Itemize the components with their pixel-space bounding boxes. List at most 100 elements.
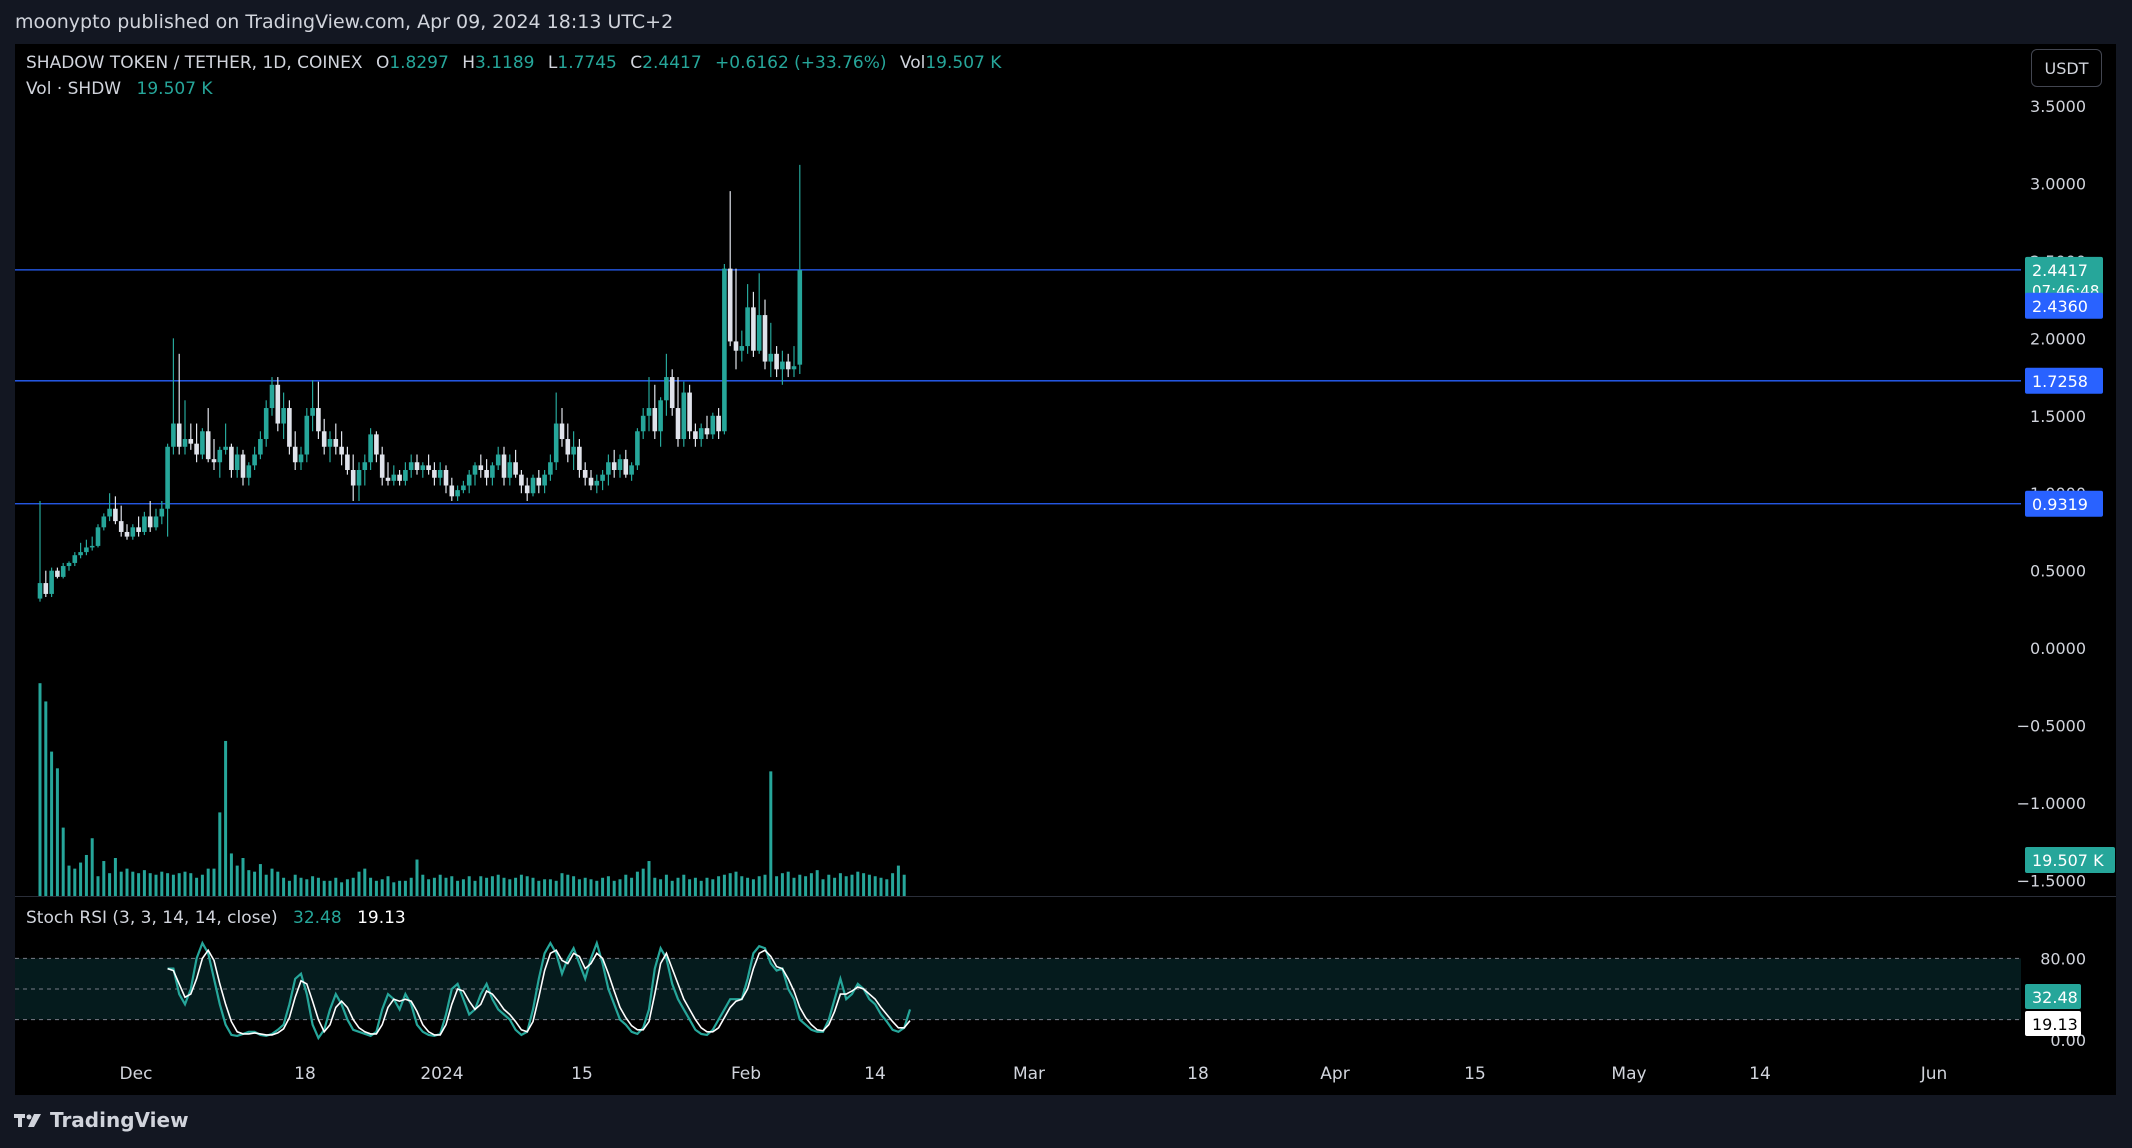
candle[interactable]: [130, 527, 136, 537]
candle[interactable]: [298, 454, 304, 463]
candle[interactable]: [95, 527, 101, 546]
candle[interactable]: [246, 465, 252, 478]
candle[interactable]: [432, 470, 437, 478]
candle[interactable]: [397, 474, 402, 481]
candle[interactable]: [229, 446, 234, 470]
candle[interactable]: [751, 307, 756, 351]
candle[interactable]: [240, 454, 246, 478]
candle[interactable]: [292, 446, 298, 463]
candle[interactable]: [536, 477, 542, 486]
currency-button[interactable]: USDT: [2031, 49, 2102, 87]
candle[interactable]: [362, 462, 368, 470]
candle[interactable]: [339, 446, 344, 455]
candle[interactable]: [205, 431, 211, 460]
candle[interactable]: [635, 431, 640, 466]
candle[interactable]: [414, 462, 420, 470]
candle[interactable]: [345, 454, 350, 470]
candle[interactable]: [710, 415, 716, 435]
candle[interactable]: [478, 465, 484, 470]
candle[interactable]: [72, 555, 78, 563]
candle[interactable]: [211, 459, 217, 463]
candle[interactable]: [594, 480, 600, 486]
candle[interactable]: [113, 508, 118, 522]
candle[interactable]: [669, 377, 675, 409]
candle[interactable]: [472, 465, 478, 475]
candle[interactable]: [118, 521, 124, 532]
candle[interactable]: [490, 465, 495, 478]
candle[interactable]: [461, 485, 466, 491]
candle[interactable]: [182, 439, 188, 447]
candle[interactable]: [275, 384, 281, 424]
candle[interactable]: [739, 346, 745, 351]
candle[interactable]: [78, 552, 83, 556]
candle[interactable]: [565, 439, 571, 455]
candle[interactable]: [443, 470, 449, 486]
candle[interactable]: [640, 415, 646, 432]
candle[interactable]: [722, 268, 727, 432]
candle[interactable]: [55, 570, 60, 577]
candle[interactable]: [501, 454, 507, 478]
candle[interactable]: [507, 462, 513, 478]
candle[interactable]: [785, 361, 791, 370]
candle[interactable]: [269, 384, 275, 409]
candle[interactable]: [223, 446, 228, 450]
candle[interactable]: [513, 462, 518, 475]
candle[interactable]: [484, 470, 489, 478]
candle[interactable]: [200, 431, 205, 455]
price-label-2[interactable]: 1.7258: [2025, 367, 2103, 394]
candle[interactable]: [611, 462, 617, 470]
candle[interactable]: [356, 470, 362, 486]
candle[interactable]: [84, 547, 89, 553]
candle[interactable]: [542, 474, 547, 486]
candle[interactable]: [43, 583, 49, 594]
candle[interactable]: [704, 428, 710, 435]
candle[interactable]: [780, 361, 785, 370]
price-label-1[interactable]: 2.4360: [2025, 292, 2103, 319]
candle[interactable]: [762, 315, 768, 362]
candle[interactable]: [466, 474, 472, 486]
candle[interactable]: [698, 428, 704, 440]
candle[interactable]: [304, 415, 310, 455]
candle[interactable]: [733, 341, 739, 351]
candle[interactable]: [252, 454, 257, 466]
candle[interactable]: [379, 454, 385, 478]
candle[interactable]: [426, 465, 431, 470]
candle[interactable]: [188, 439, 194, 444]
candle[interactable]: [519, 474, 524, 486]
candle[interactable]: [49, 570, 54, 594]
candle[interactable]: [333, 439, 339, 447]
candle[interactable]: [147, 516, 153, 528]
candle[interactable]: [124, 531, 130, 537]
candle[interactable]: [66, 562, 72, 567]
candle[interactable]: [234, 454, 240, 470]
candle[interactable]: [623, 459, 629, 475]
candle[interactable]: [403, 470, 408, 481]
candle[interactable]: [687, 392, 692, 432]
candle[interactable]: [791, 366, 797, 370]
candle[interactable]: [37, 583, 43, 599]
candle[interactable]: [321, 431, 327, 447]
price-pane[interactable]: [15, 164, 2021, 602]
candle[interactable]: [577, 446, 582, 470]
candle[interactable]: [89, 545, 95, 548]
price-label-3[interactable]: 0.9319: [2025, 490, 2103, 517]
candle[interactable]: [385, 477, 391, 481]
candle[interactable]: [153, 516, 159, 528]
candle[interactable]: [681, 392, 687, 440]
tradingview-logo[interactable]: TradingView: [14, 1108, 189, 1132]
candle[interactable]: [159, 508, 165, 517]
candle[interactable]: [716, 415, 721, 432]
chart-area[interactable]: 3.50003.00002.50002.00001.50001.00000.50…: [15, 44, 2116, 1095]
chart-svg[interactable]: 3.50003.00002.50002.00001.50001.00000.50…: [15, 44, 2116, 1095]
candle[interactable]: [745, 307, 750, 347]
candle[interactable]: [107, 508, 112, 517]
candle[interactable]: [727, 268, 733, 342]
candle[interactable]: [455, 490, 460, 497]
stoch-d-line[interactable]: [167, 948, 911, 1036]
candle[interactable]: [664, 377, 669, 401]
candle[interactable]: [263, 408, 269, 440]
candle[interactable]: [652, 408, 658, 432]
candle[interactable]: [310, 408, 315, 416]
candle[interactable]: [176, 423, 182, 447]
candle[interactable]: [530, 477, 536, 494]
